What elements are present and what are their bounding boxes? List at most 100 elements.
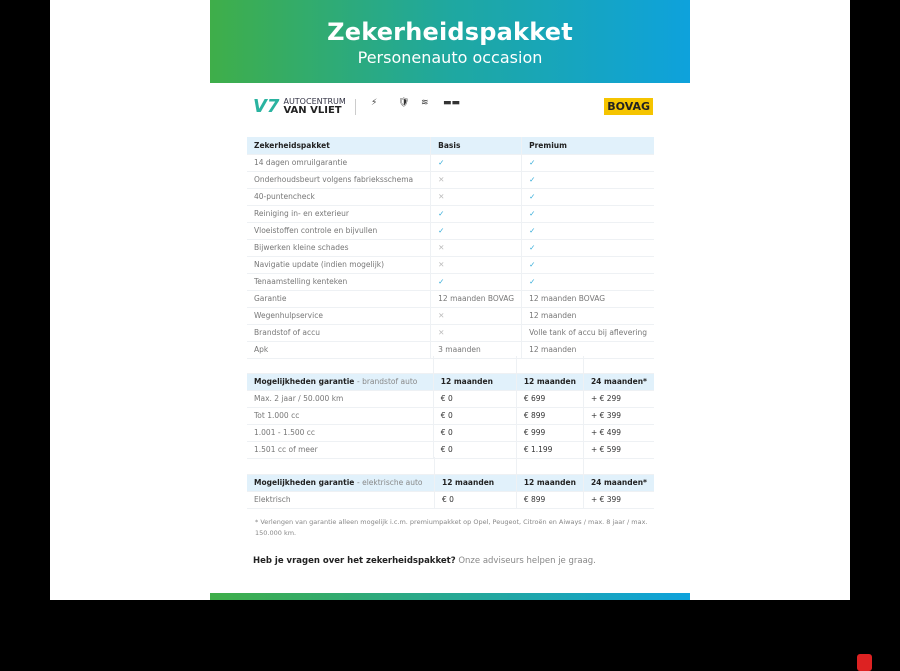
table-row: Reiniging in- en exterieur ✓ ✓ (247, 205, 654, 223)
header-title: Mogelijkheden garantie - brandstof auto (247, 373, 434, 391)
opel-logo: ⚡ (371, 98, 378, 108)
table-row: Tenaamstelling kenteken ✓ ✓ (247, 273, 654, 291)
check-icon: ✓ (521, 171, 654, 189)
table-cell: € 1.199 (516, 441, 584, 459)
table-cell: 12 maanden BOVAG (521, 290, 654, 308)
header-cell: 12 maanden (516, 373, 584, 391)
spacer-row (247, 457, 654, 475)
table-row: Elektrisch € 0 € 899 + € 399 (247, 491, 654, 509)
table-cell: + € 299 (583, 390, 654, 408)
bottom-bar (210, 593, 690, 600)
table-cell: € 899 (516, 407, 584, 425)
header-cell: 12 maanden (433, 373, 517, 391)
dealer-v-icon: V7 (253, 96, 280, 117)
table-cell: Garantie (247, 290, 432, 308)
table-cell: Brandstof of accu (247, 324, 432, 342)
empty-cell (434, 457, 517, 475)
bovag-logo: BOVAG (604, 98, 873, 671)
check-icon: ✓ (430, 222, 523, 240)
bovag-text: BOVAG (604, 98, 653, 115)
table-cell: Reiniging in- en exterieur (247, 205, 432, 223)
check-icon: ✓ (521, 188, 654, 206)
table-cell: + € 499 (583, 424, 654, 442)
table-cell: € 0 (433, 441, 517, 459)
header-cell: 24 maanden* (583, 474, 654, 492)
banner: Zekerheidspakket Personenauto occasion (210, 0, 690, 83)
table-cell: € 0 (433, 407, 517, 425)
table-cell: + € 399 (583, 491, 654, 509)
table-cell: 14 dagen omruilgarantie (247, 154, 432, 172)
header-cell: 24 maanden* (583, 373, 654, 391)
header-cell: 12 maanden (516, 474, 584, 492)
table-cell: 12 maanden BOVAG (430, 290, 523, 308)
check-icon: ✓ (521, 273, 654, 291)
table-row: 1.001 - 1.500 cc € 0 € 999 + € 499 (247, 424, 654, 442)
table-header: Zekerheidspakket Basis Premium (247, 137, 654, 155)
table-row: 40-puntencheck ✕ ✓ (247, 188, 654, 206)
table-cell: € 0 (433, 390, 517, 408)
header-title-text: Mogelijkheden garantie (254, 478, 355, 487)
header-subtitle: - brandstof auto (357, 377, 418, 386)
header-cell: Zekerheidspakket (247, 137, 432, 155)
spacer-row (247, 356, 654, 374)
dealer-line1: AUTOCENTRUM (283, 97, 346, 106)
table-cell: 1.001 - 1.500 cc (247, 424, 434, 442)
footnote: * Verlengen van garantie alleen mogelijk… (255, 518, 648, 537)
cross-icon: ✕ (430, 256, 523, 274)
cross-icon: ✕ (430, 239, 523, 257)
question-rest: Onze adviseurs helpen je graag. (455, 556, 596, 566)
check-icon: ✓ (430, 205, 523, 223)
divider (355, 99, 356, 115)
table-row: Navigatie update (indien mogelijk) ✕ ✓ (247, 256, 654, 274)
table-cell: Elektrisch (247, 491, 435, 509)
check-icon: ✓ (521, 256, 654, 274)
table-header: Mogelijkheden garantie - elektrische aut… (247, 474, 654, 492)
table-row: Tot 1.000 cc € 0 € 899 + € 399 (247, 407, 654, 425)
electric-warranty-table: Mogelijkheden garantie - elektrische aut… (247, 457, 654, 509)
package-table: Zekerheidspakket Basis Premium 14 dagen omr… (247, 137, 654, 359)
table-cell: + € 599 (583, 441, 654, 459)
header-cell: Premium (521, 137, 654, 155)
header-title: Mogelijkheden garantie - elektrische aut… (247, 474, 435, 492)
table-cell: Volle tank of accu bij aflevering (521, 324, 654, 342)
table-row: Onderhoudsbeurt volgens fabrieksschema ✕ ✓ (247, 171, 654, 189)
table-cell: € 999 (516, 424, 584, 442)
table-cell: Navigatie update (indien mogelijk) (247, 256, 432, 274)
header-title-text: Mogelijkheden garantie (254, 377, 355, 386)
cross-icon: ✕ (430, 307, 523, 325)
header-cell: Basis (430, 137, 523, 155)
check-icon: ✓ (521, 205, 654, 223)
table-row: Vloeistoffen controle en bijvullen ✓ ✓ (247, 222, 654, 240)
banner-subtitle: Personenauto occasion (357, 48, 543, 67)
logo-bar: V7 AUTOCENTRUM VAN VLIET ⚡ 🛡 ≋ ▬▬ BOVAG (253, 96, 873, 671)
table-row: Apk 3 maanden 12 maanden (247, 341, 654, 359)
fuel-warranty-table: Mogelijkheden garantie - brandstof auto 1… (247, 356, 654, 459)
check-icon: ✓ (430, 154, 523, 172)
peugeot-logo: 🛡 (398, 98, 410, 108)
table-cell: 1.501 cc of meer (247, 441, 434, 459)
table-cell: Max. 2 jaar / 50.000 km (247, 390, 434, 408)
table-row: Wegenhulpservice ✕ 12 maanden (247, 307, 654, 325)
empty-cell (583, 356, 654, 374)
table-cell: € 0 (433, 424, 517, 442)
empty-cell (247, 356, 434, 374)
table-cell: Tot 1.000 cc (247, 407, 434, 425)
empty-cell (247, 457, 435, 475)
cross-icon: ✕ (430, 324, 523, 342)
empty-cell (583, 457, 654, 475)
empty-cell (516, 356, 584, 374)
table-cell: 40-puntencheck (247, 188, 432, 206)
table-cell: + € 399 (583, 407, 654, 425)
table-row: 1.501 cc of meer € 0 € 1.199 + € 599 (247, 441, 654, 459)
table-cell: Wegenhulpservice (247, 307, 432, 325)
table-header: Mogelijkheden garantie - brandstof auto 1… (247, 373, 654, 391)
header-subtitle: - elektrische auto (357, 478, 423, 487)
cross-icon: ✕ (430, 188, 523, 206)
question-bold: Heb je vragen over het zekerheidspakket? (253, 556, 456, 566)
table-cell: € 0 (434, 491, 517, 509)
cross-icon: ✕ (430, 171, 523, 189)
check-icon: ✓ (521, 239, 654, 257)
table-cell: Vloeistoffen controle en bijvullen (247, 222, 432, 240)
empty-cell (516, 457, 584, 475)
table-row: Garantie 12 maanden BOVAG 12 maanden BOVAG (247, 290, 654, 308)
